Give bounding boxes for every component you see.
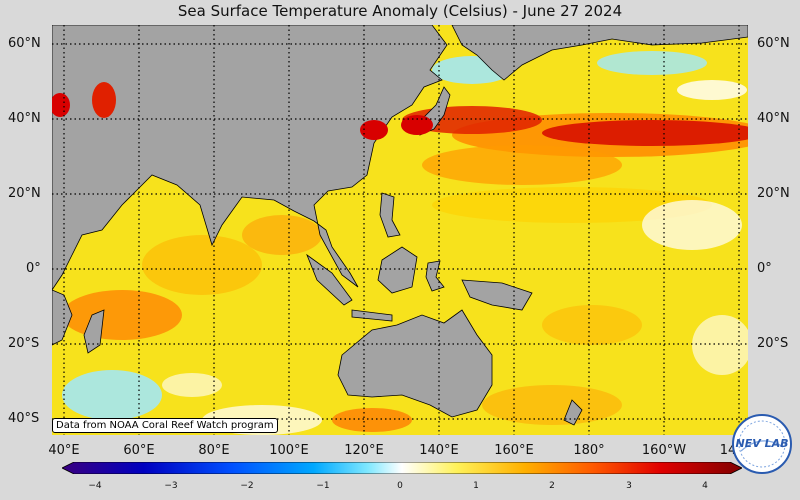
map-canvas	[52, 25, 748, 435]
data-credit: Data from NOAA Coral Reef Watch program	[52, 418, 278, 433]
lat-label-left-60n: 60°N	[8, 36, 41, 51]
lon-label-80e: 80°E	[198, 443, 230, 458]
lon-label-100e: 100°E	[269, 443, 309, 458]
lon-label-160w: 160°W	[641, 443, 687, 458]
map-title: Sea Surface Temperature Anomaly (Celsius…	[177, 2, 623, 20]
lon-label-40e: 40°E	[48, 443, 80, 458]
colorbar-tick-neg1: −1	[316, 481, 330, 491]
lon-label-160e: 160°E	[494, 443, 534, 458]
lon-label-180: 180°	[573, 443, 605, 458]
lat-label-left-20s: 20°S	[8, 336, 40, 351]
lat-label-right-40n: 40°N	[757, 111, 790, 126]
lon-label-120e: 120°E	[344, 443, 384, 458]
anomaly-patches	[62, 51, 748, 435]
colorbar-tick-2: 2	[549, 481, 555, 491]
lon-label-60e: 60°E	[123, 443, 155, 458]
colorbar-tick-neg4: −4	[88, 481, 102, 491]
land-masses	[52, 25, 748, 426]
hot-spots	[52, 82, 433, 140]
nevlab-logo: NEV LAB	[732, 414, 792, 474]
lat-label-right-20s: 20°S	[757, 336, 789, 351]
lat-label-right-20n: 20°N	[757, 186, 790, 201]
lat-label-right-60n: 60°N	[757, 36, 790, 51]
colorbar-tick-neg3: −3	[164, 481, 178, 491]
lat-label-left-40n: 40°N	[8, 111, 41, 126]
colorbar-tick-4: 4	[702, 481, 708, 491]
colorbar	[62, 462, 742, 474]
lon-label-140e: 140°E	[419, 443, 459, 458]
colorbar-tick-3: 3	[626, 481, 632, 491]
sst-anomaly-map	[52, 25, 748, 435]
lat-label-left-0: 0°	[26, 261, 41, 276]
lat-label-right-0: 0°	[757, 261, 772, 276]
lat-label-left-20n: 20°N	[8, 186, 41, 201]
colorbar-tick-neg2: −2	[240, 481, 254, 491]
graticule	[52, 25, 748, 435]
logo-text: NEV LAB	[736, 437, 789, 450]
colorbar-tick-0: 0	[397, 481, 403, 491]
colorbar-tick-1: 1	[473, 481, 479, 491]
lat-label-left-40s: 40°S	[8, 411, 40, 426]
